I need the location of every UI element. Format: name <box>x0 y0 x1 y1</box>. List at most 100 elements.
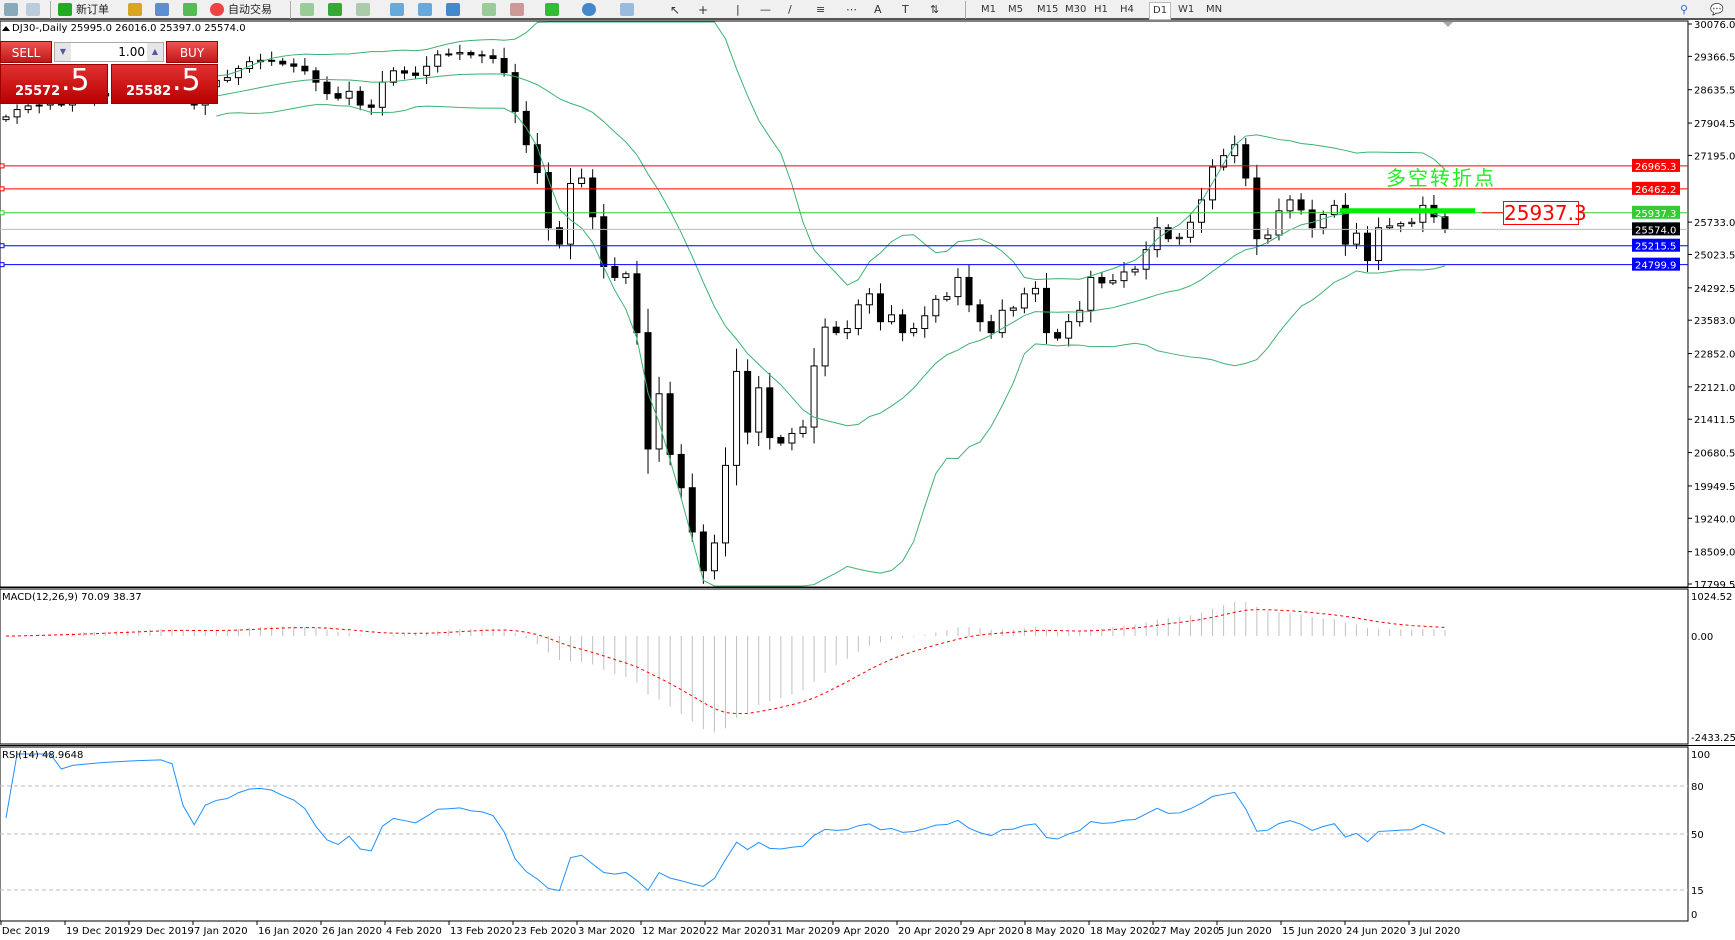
sell-button[interactable]: SELL <box>0 41 52 63</box>
date-axis-label: 23 Feb 2020 <box>514 926 576 937</box>
sell-price-button[interactable]: 25572 .5 <box>0 63 108 104</box>
market-icon[interactable] <box>155 3 169 16</box>
price-axis-label: 22121.0 <box>1694 383 1735 394</box>
date-axis-label: 4 Feb 2020 <box>386 926 442 937</box>
tile-windows-icon[interactable] <box>446 3 460 16</box>
chart-shift-icon[interactable] <box>482 3 496 16</box>
candle-body <box>865 293 873 306</box>
timeframe-m30[interactable]: M30 <box>1065 4 1087 15</box>
line-chart-icon[interactable] <box>356 3 370 16</box>
candle-body <box>832 326 840 334</box>
history-icon[interactable] <box>128 3 142 16</box>
timeframe-d1[interactable]: D1 <box>1149 2 1172 20</box>
candle <box>1441 211 1449 234</box>
timeframe-w1[interactable]: W1 <box>1178 4 1195 15</box>
timeframe-h1[interactable]: H1 <box>1094 4 1108 15</box>
price-axis-label: 30076.0 <box>1694 20 1735 31</box>
candle <box>567 167 575 260</box>
timeframe-m5[interactable]: M5 <box>1008 4 1023 15</box>
candle-body <box>899 314 907 334</box>
candle <box>1352 222 1360 249</box>
autoscroll-icon[interactable] <box>510 3 524 16</box>
buy-price-button[interactable]: 25582 .5 <box>111 63 218 104</box>
timeframe-m15[interactable]: M15 <box>1037 4 1059 15</box>
candle <box>478 50 486 64</box>
candle <box>1175 232 1183 245</box>
chart-collapse-icon[interactable] <box>2 26 10 31</box>
candle <box>1164 224 1172 243</box>
candle <box>1286 195 1294 219</box>
candle <box>733 348 741 486</box>
candle-body <box>710 542 718 572</box>
timeframe-m1[interactable]: M1 <box>981 4 996 15</box>
zoom-icon[interactable] <box>26 3 40 16</box>
candle <box>1109 273 1117 286</box>
price-axis-label: 17799.5 <box>1694 580 1735 591</box>
pivot-annotation-text[interactable]: 多空转折点 <box>1386 166 1496 190</box>
main-pane <box>0 20 1689 588</box>
pivot-price-box[interactable]: 25937.3 <box>1503 201 1587 225</box>
vertical-line-icon[interactable]: | <box>736 3 740 16</box>
candle <box>1098 272 1106 289</box>
candle <box>400 66 408 80</box>
timeframe-mn[interactable]: MN <box>1206 4 1223 15</box>
candle-body <box>622 273 630 278</box>
text-icon[interactable]: A <box>874 3 882 16</box>
candle <box>699 524 707 584</box>
candle-body <box>1065 321 1073 339</box>
menu-icon[interactable] <box>4 3 18 16</box>
text-label-icon[interactable]: T <box>902 3 909 16</box>
price-axis-label: 21411.5 <box>1694 415 1735 426</box>
candle <box>722 447 729 557</box>
candle-body <box>290 63 298 67</box>
zoom-in-icon[interactable] <box>390 3 404 16</box>
candle-body <box>1220 155 1228 168</box>
volume-increase-icon[interactable]: ▲ <box>147 43 163 61</box>
crosshair-icon[interactable]: + <box>698 3 709 17</box>
candle <box>423 56 431 85</box>
toolbar: 新订单 自动交易 ↖ + | — / ≡ ⋯ A T ⇅ M1 M5 M15 M30 H… <box>0 0 1735 20</box>
price-axis-label: 19240.0 <box>1694 514 1735 525</box>
date-axis-label: 26 Jan 2020 <box>322 926 382 937</box>
volume-input[interactable]: ▼ 1.00 ▲ <box>54 42 164 62</box>
buy-button[interactable]: BUY <box>166 41 218 63</box>
channel-icon[interactable]: ≡ <box>816 3 826 16</box>
candle-body <box>932 298 940 317</box>
candle-body <box>312 70 320 83</box>
bar-chart-icon[interactable] <box>300 3 314 16</box>
indicators-icon[interactable] <box>545 3 559 16</box>
search-icon[interactable]: ⚲ <box>1680 3 1689 16</box>
separator <box>965 1 966 19</box>
periods-icon[interactable] <box>582 3 596 16</box>
volume-decrease-icon[interactable]: ▼ <box>55 43 71 61</box>
candle <box>1408 217 1416 228</box>
cursor-icon[interactable]: ↖ <box>670 3 681 17</box>
price-tag-label: 25215.5 <box>1635 242 1676 253</box>
fibonacci-icon[interactable]: ⋯ <box>846 3 857 16</box>
auto-trade-button[interactable]: 自动交易 <box>228 3 272 16</box>
candle-body <box>1308 209 1316 229</box>
date-axis-label: 20 Apr 2020 <box>898 926 960 937</box>
trendline-icon[interactable]: / <box>788 3 792 16</box>
signal-icon[interactable] <box>183 3 197 16</box>
candle-body <box>821 326 829 367</box>
volume-value[interactable]: 1.00 <box>118 45 145 59</box>
new-order-button[interactable]: 新订单 <box>76 3 109 16</box>
candle <box>1197 187 1205 233</box>
candle <box>888 305 896 325</box>
candle-body <box>843 328 851 334</box>
shapes-icon[interactable]: ⇅ <box>930 3 940 16</box>
timeframe-h4[interactable]: H4 <box>1120 4 1134 15</box>
candle-chart-icon[interactable] <box>328 3 342 16</box>
chat-icon[interactable]: 💬 <box>1710 3 1724 16</box>
price-axis-label: 19949.5 <box>1694 482 1735 493</box>
date-axis-label: 13 Feb 2020 <box>450 926 512 937</box>
candle-body <box>13 109 21 118</box>
sell-price-pip: .5 <box>61 63 90 98</box>
candle-body <box>666 393 674 455</box>
horizontal-line-icon[interactable]: — <box>760 3 771 16</box>
templates-icon[interactable] <box>620 3 634 16</box>
zoom-out-icon[interactable] <box>418 3 432 16</box>
candle <box>356 86 364 111</box>
